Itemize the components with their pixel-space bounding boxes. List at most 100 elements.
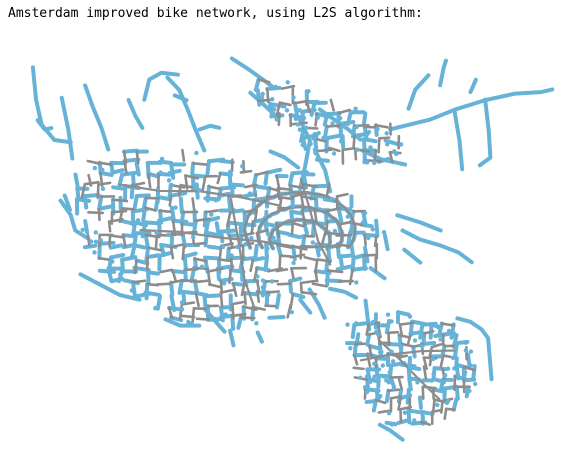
network-node (297, 108, 302, 113)
improved-edge (276, 282, 292, 286)
improved-edge (191, 307, 196, 324)
network-node (154, 230, 159, 235)
network-node (385, 312, 391, 317)
network-node (410, 331, 415, 336)
network-node (289, 310, 294, 315)
street-segment (130, 280, 137, 298)
improved-edge (388, 150, 394, 164)
improved-edge (305, 100, 311, 114)
network-node (362, 131, 367, 136)
improved-edge (406, 332, 412, 347)
network-node (389, 422, 395, 427)
network-node (331, 151, 337, 156)
network-node (345, 322, 350, 327)
network-node (453, 345, 459, 351)
network-node (345, 214, 350, 219)
street-segment (384, 318, 392, 335)
street-segment (263, 170, 269, 186)
improved-edge (257, 78, 271, 84)
street-segment (335, 264, 353, 272)
improved-edge (194, 291, 200, 308)
network-node (368, 145, 373, 150)
improved-edge (291, 221, 304, 228)
street-segment (374, 218, 380, 236)
street-segment (143, 290, 161, 297)
street-segment (253, 77, 261, 92)
network-node (284, 108, 290, 113)
improved-edge (397, 376, 403, 390)
improved-edge (422, 356, 428, 370)
improved-edge (359, 349, 456, 362)
improved-edge (314, 112, 319, 127)
street-segment (350, 322, 357, 339)
improved-edge (207, 185, 221, 191)
improved-edge (207, 283, 223, 289)
improved-edge (131, 279, 147, 284)
network-node (310, 240, 315, 245)
network-node (402, 410, 408, 415)
street-segment (254, 266, 271, 273)
improved-edge (243, 291, 247, 306)
improved-edge (440, 322, 455, 327)
street-segment (171, 218, 189, 224)
improved-edge (229, 197, 257, 311)
improved-edge (96, 183, 100, 200)
street-segment (371, 398, 379, 413)
street-segment (73, 172, 80, 190)
network-node (438, 337, 443, 342)
improved-edge (107, 220, 112, 233)
network-node (179, 307, 185, 312)
improved-edge (366, 353, 372, 368)
network-node (463, 340, 469, 345)
network-node (315, 156, 320, 161)
improved-edge (194, 241, 207, 246)
street-segment (108, 243, 124, 250)
improved-edge (286, 303, 292, 319)
improved-edge (278, 254, 282, 269)
network-node (229, 253, 234, 258)
network-node (387, 370, 392, 375)
network-node (354, 321, 359, 326)
street-segment (203, 255, 221, 261)
street-segment (454, 384, 460, 401)
street-segment (121, 233, 135, 239)
improved-edge (387, 330, 400, 335)
street-segment (438, 58, 448, 88)
street-segment (377, 422, 405, 442)
street-segment (250, 256, 266, 263)
network-node (80, 227, 85, 232)
street-segment (141, 205, 148, 223)
improved-edge (378, 136, 391, 140)
street-segment (106, 266, 114, 284)
network-node (291, 260, 296, 266)
network-node (364, 389, 370, 395)
improved-edge (399, 407, 403, 424)
network-node (255, 274, 260, 279)
improved-edge (276, 187, 281, 201)
improved-edge (422, 329, 435, 335)
network-node (240, 164, 245, 169)
street-segment (324, 133, 342, 141)
improved-edge (256, 290, 261, 303)
improved-edge (228, 268, 232, 285)
street-segment (97, 268, 117, 274)
street-segment (439, 377, 446, 391)
improved-edge (219, 291, 224, 309)
street-segment (461, 377, 477, 383)
improved-edge (300, 290, 318, 296)
improved-edge (191, 197, 196, 210)
street-segment (181, 289, 187, 306)
improved-edge (184, 174, 200, 180)
improved-edge (145, 282, 160, 287)
street-segment (120, 170, 139, 177)
improved-edge (110, 209, 128, 214)
street-segment (157, 159, 173, 165)
improved-edge (180, 301, 196, 306)
network-node (98, 238, 104, 243)
street-segment (192, 280, 199, 294)
street-segment (83, 83, 111, 152)
improved-edge (353, 148, 358, 161)
improved-edge (313, 137, 327, 143)
street-segment (471, 363, 477, 380)
improved-edge (230, 312, 247, 318)
